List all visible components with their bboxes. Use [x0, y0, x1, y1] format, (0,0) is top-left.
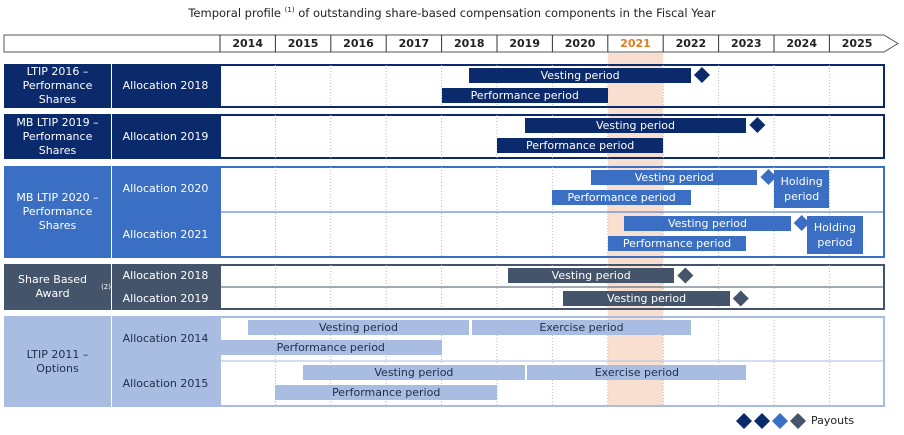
legend-label: Payouts [811, 414, 855, 427]
group-label: MB LTIP 2019 – Performance Shares [4, 114, 111, 159]
group-label: LTIP 2016 – Performance Shares [4, 64, 111, 108]
payout-diamond [793, 215, 810, 231]
year-label: 2015 [287, 37, 319, 50]
period-bar: Performance period [552, 190, 691, 205]
title-footnote-marker: (1) [284, 6, 295, 15]
group-name: LTIP 2011 – Options [26, 347, 89, 375]
period-bar: Performance period [497, 138, 664, 153]
year-label: 2014 [232, 37, 263, 50]
payout-diamond [693, 67, 710, 83]
payout-diamond [760, 169, 777, 185]
period-bar: Exercise period [472, 320, 691, 335]
year-label: 2020 [564, 37, 596, 50]
period-bar: Vesting period [591, 170, 758, 185]
year-label: 2016 [343, 37, 374, 50]
year-label: 2018 [453, 37, 485, 50]
group-name: Share Based Award [18, 273, 88, 300]
year-label: 2023 [730, 37, 762, 50]
period-bar: Vesting period [469, 68, 691, 83]
row-label: Allocation 2018 [112, 264, 219, 287]
row-label: Allocation 2020 [112, 166, 219, 212]
legend-payout-diamond [790, 413, 806, 429]
row-label: Allocation 2015 [112, 361, 219, 407]
row-label: Allocation 2018 [112, 64, 219, 108]
year-label: 2021 [620, 37, 651, 50]
year-label: 2025 [841, 37, 873, 50]
period-bar: Vesting period [247, 320, 470, 335]
group-name: MB LTIP 2019 – Performance Shares [16, 115, 99, 157]
year-label: 2024 [786, 37, 817, 50]
group-label: LTIP 2011 – Options [4, 316, 111, 407]
row-label: Allocation 2014 [112, 316, 219, 361]
period-bar: Vesting period [303, 365, 525, 380]
legend-payout-diamond [754, 413, 770, 429]
group-name: MB LTIP 2020 – Performance Shares [16, 191, 99, 232]
timeline-arrow [3, 34, 899, 53]
holding-period-box: Holding period [774, 170, 830, 208]
group-label: MB LTIP 2020 – Performance Shares [4, 166, 111, 258]
period-bar: Vesting period [624, 216, 791, 231]
row-label: Allocation 2021 [112, 212, 219, 258]
holding-period-box: Holding period [807, 216, 863, 254]
period-bar: Vesting period [524, 118, 747, 133]
period-bar: Performance period [220, 340, 442, 355]
legend-payout-diamond [736, 413, 752, 429]
year-label: 2022 [675, 37, 707, 50]
payout-diamond [677, 267, 694, 284]
period-bar: Performance period [607, 236, 747, 251]
period-bar: Performance period [275, 385, 497, 400]
period-bar: Performance period [441, 88, 608, 103]
row-label: Allocation 2019 [112, 287, 219, 310]
period-bar: Vesting period [563, 291, 730, 306]
payout-diamond [732, 290, 749, 307]
row-label: Allocation 2019 [112, 114, 219, 159]
group-label: Share Based Award (2) [4, 264, 111, 310]
chart-title: Temporal profile (1) of outstanding shar… [188, 6, 716, 20]
year-label: 2017 [398, 37, 430, 50]
period-bar: Vesting period [508, 268, 675, 283]
legend-payout-diamond [772, 413, 788, 429]
payout-diamond [749, 117, 766, 133]
year-label: 2019 [509, 37, 540, 50]
group-name: LTIP 2016 – Performance Shares [22, 65, 93, 106]
period-bar: Exercise period [527, 365, 747, 380]
